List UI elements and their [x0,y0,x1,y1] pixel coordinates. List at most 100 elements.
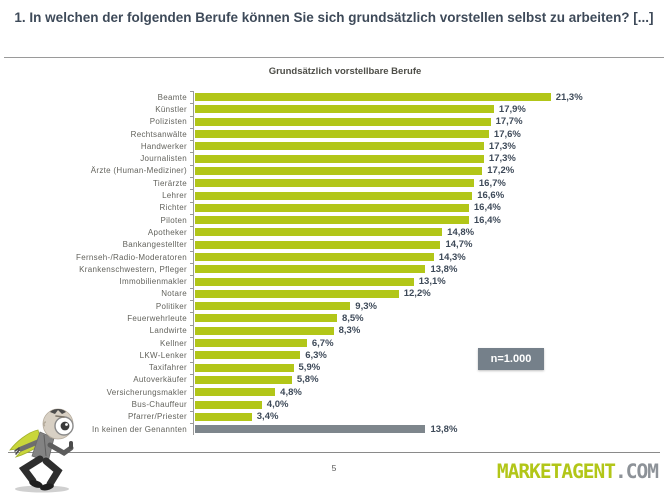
bar [195,302,351,311]
chart-title: Grundsätzlich vorstellbare Berufe [268,66,422,77]
page-number: 5 [331,463,337,473]
bar-value-label: 17,6% [493,128,521,140]
bar-area: 14,3% [190,250,668,264]
bar-value-label: 17,7% [495,116,523,128]
chart-row: Kellner 6,7% [0,336,668,350]
chart-row: Ärzte (Human-Mediziner) 17,2% [0,164,668,178]
category-label: Apotheker [147,227,187,237]
bar-area: 12,2% [190,287,668,301]
category-label: Polizisten [149,117,187,127]
chart-row: Lehrer 16,6% [0,189,668,202]
chart-rows: Beamte 21,3% Künstler 17,9% Polizisten 17,7% R… [0,91,668,436]
logo-suffix-text: .COM [615,460,659,483]
bar-area: 16,6% [190,189,668,202]
category-label: Landwirte [149,326,187,336]
bar [195,400,262,409]
bar-value-label: 9,3% [355,300,377,312]
bar-chart: Grundsätzlich vorstellbare Berufe Beamte… [0,66,668,436]
bar-value-label: 17,3% [488,153,516,165]
category-label: Politiker [155,301,187,311]
category-label: Kellner [159,338,187,348]
chart-row: Pfarrer/Priester 3,4% [0,410,668,424]
bar [195,166,483,175]
category-label: Journalisten [140,154,187,164]
bar-area: 13,1% [190,275,668,288]
chart-row: Künstler 17,9% [0,103,668,116]
marketagent-logo: MARKETAGENT.COM [496,460,659,483]
bar-value-label: 16,7% [478,177,506,189]
category-label: Immobilienmakler [119,277,187,287]
bar-area: 17,7% [190,115,668,128]
bar-area: 6,3% [190,349,668,362]
category-label: Krankenschwestern, Pfleger [79,264,187,274]
bar-area: 14,7% [190,238,668,251]
bar [195,203,469,212]
bar-value-label: 16,4% [473,214,501,226]
bar-value-label: 13,8% [430,423,458,435]
chart-row: Taxifahrer 5,9% [0,361,668,374]
chart-row: Politiker 9,3% [0,300,668,313]
bar [195,375,292,384]
bar-value-label: 5,8% [296,374,319,386]
bar [195,314,337,323]
bar-value-label: 17,9% [498,103,526,115]
chart-row: Beamte 21,3% [0,91,668,104]
bar-value-label: 4,0% [266,399,289,411]
chart-row: LKW-Lenker 6,3% [0,349,668,362]
bar-area: 17,3% [190,140,668,153]
bar-value-label: 14,3% [438,251,466,263]
category-label: Fernseh-/Radio-Moderatoren [76,252,187,262]
bar [195,228,443,237]
bar-value-label: 14,7% [445,239,473,251]
mascot-illustration [9,408,74,493]
bar-value-label: 13,8% [430,263,458,275]
category-label: Feuerwehrleute [127,313,187,323]
bar-value-label: 21,3% [555,91,583,103]
bar [195,130,489,139]
bar-area: 17,6% [190,127,668,141]
chart-row: In keinen der Genannten 13,8% [0,423,668,436]
chart-row: Polizisten 17,7% [0,115,668,128]
bar-area: 3,4% [190,410,668,424]
category-label: Handwerker [140,141,187,151]
category-label: Bus-Chauffeur [131,400,187,410]
category-label: Tierärzte [153,178,187,188]
chart-row: Notare 12,2% [0,287,668,301]
category-label: Ärzte (Human-Mediziner) [90,166,187,176]
chart-row: Apotheker 14,8% [0,226,668,239]
category-label: Piloten [160,215,187,225]
chart-row: Handwerker 17,3% [0,140,668,153]
bar-value-label: 4,8% [280,386,302,398]
bar-area: 14,8% [190,226,668,239]
bar [195,240,441,249]
category-label: Rechtsanwälte [130,129,187,139]
bar-area: 17,3% [190,152,668,165]
bar [195,351,301,360]
bar [195,363,294,372]
category-label: Pfarrer/Priester [127,412,187,422]
category-label: LKW-Lenker [139,350,187,360]
bar [195,289,399,298]
bar-area: 21,3% [190,91,668,104]
chart-row: Fernseh-/Radio-Moderatoren 14,3% [0,250,668,264]
bar-value-label: 17,2% [487,165,515,177]
category-label: Künstler [155,104,187,114]
logo-primary-text: MARKETAGENT [496,460,616,483]
bar-value-label: 12,2% [403,288,431,300]
bar [195,326,334,335]
top-divider [4,57,664,58]
bar [195,216,469,225]
bar-area: 13,8% [190,423,668,436]
bar [195,93,551,102]
chart-row: Landwirte 8,3% [0,324,668,337]
bar-value-label: 5,9% [298,362,321,374]
chart-row: Tierärzte 16,7% [0,177,668,190]
page-title: 1. In welchen der folgenden Berufe könne… [14,10,654,25]
bar-area: 8,5% [190,312,668,325]
bar [195,412,252,421]
bar-value-label: 16,4% [473,202,501,214]
bar-area: 16,7% [190,177,668,190]
bar-value-label: 6,7% [311,337,334,349]
chart-row: Versicherungsmakler 4,8% [0,386,668,399]
